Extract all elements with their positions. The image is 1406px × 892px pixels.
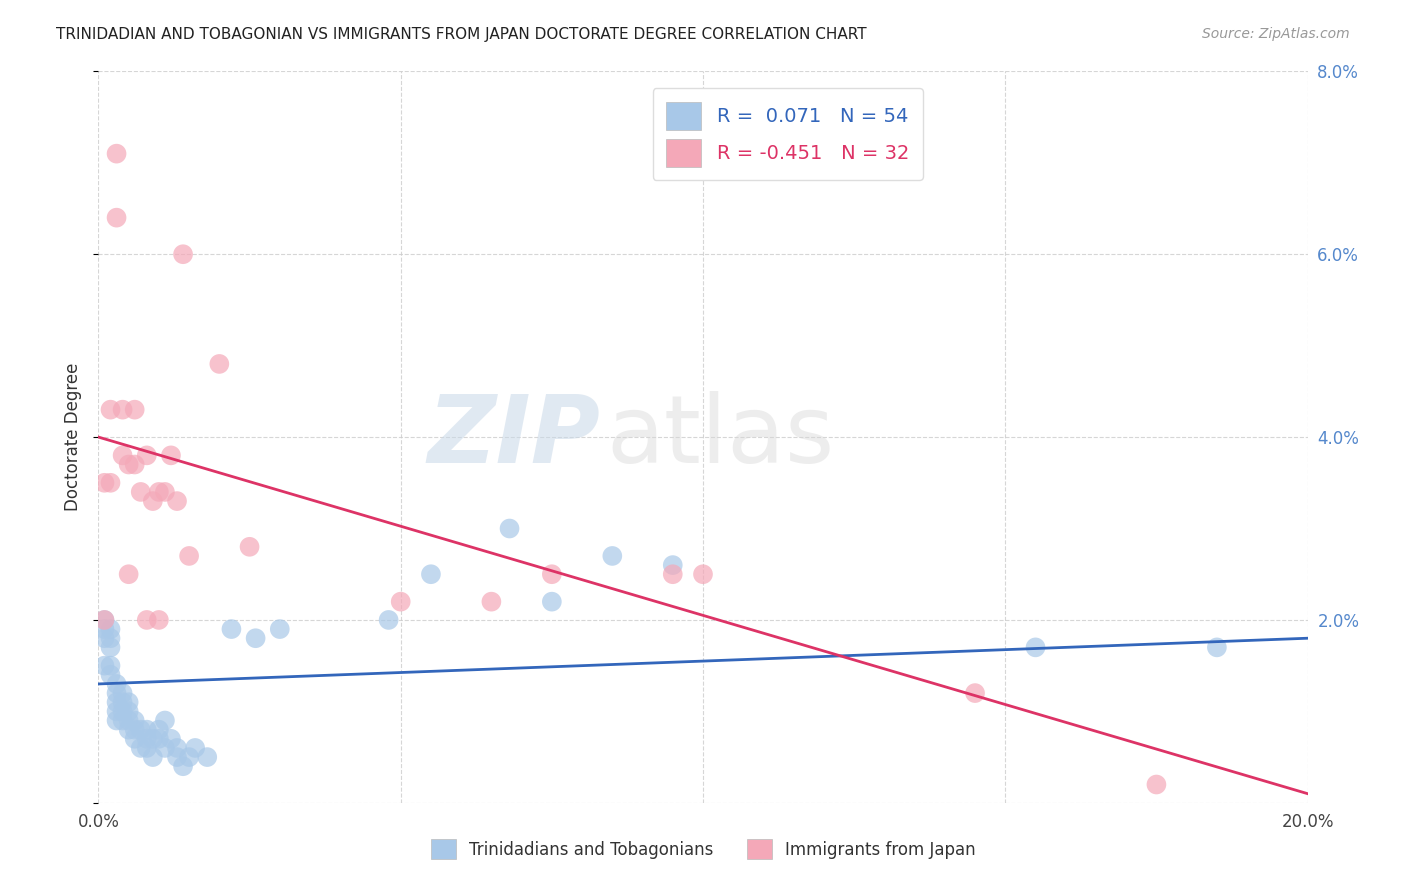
Point [100, 622, 122, 636]
Point [111, 449, 134, 463]
Point [160, 449, 183, 463]
Point [124, 714, 146, 728]
Point [166, 494, 188, 508]
Point [166, 750, 188, 764]
Point [148, 485, 170, 500]
Point [148, 723, 170, 737]
Point [661, 567, 683, 582]
Text: Source: ZipAtlas.com: Source: ZipAtlas.com [1202, 27, 1350, 41]
Point [661, 558, 683, 573]
Point [965, 686, 987, 700]
Text: ZIP: ZIP [427, 391, 600, 483]
Point [118, 714, 141, 728]
Point [105, 677, 128, 691]
Point [142, 494, 165, 508]
Point [105, 714, 128, 728]
Point [135, 740, 157, 755]
Point [135, 613, 157, 627]
Point [100, 632, 122, 646]
Point [93, 475, 115, 490]
Text: TRINIDADIAN AND TOBAGONIAN VS IMMIGRANTS FROM JAPAN DOCTORATE DEGREE CORRELATION: TRINIDADIAN AND TOBAGONIAN VS IMMIGRANTS… [56, 27, 868, 42]
Point [195, 750, 218, 764]
Point [239, 540, 262, 554]
Point [269, 622, 291, 636]
Point [135, 731, 157, 746]
Point [148, 613, 170, 627]
Point [93, 622, 115, 636]
Point [245, 632, 267, 646]
Point [93, 613, 115, 627]
Point [118, 458, 141, 472]
Point [208, 357, 231, 371]
Point [124, 458, 146, 472]
Point [111, 705, 134, 719]
Point [166, 740, 188, 755]
Point [420, 567, 443, 582]
Point [135, 449, 157, 463]
Point [602, 549, 624, 563]
Point [105, 705, 128, 719]
Point [184, 740, 207, 755]
Point [142, 750, 165, 764]
Point [105, 146, 128, 161]
Point [124, 731, 146, 746]
Legend: Trinidadians and Tobagonians, Immigrants from Japan: Trinidadians and Tobagonians, Immigrants… [422, 830, 984, 868]
Point [100, 658, 122, 673]
Point [221, 622, 243, 636]
Point [540, 567, 562, 582]
Point [124, 402, 146, 417]
Point [377, 613, 399, 627]
Point [389, 595, 412, 609]
Point [142, 731, 165, 746]
Point [160, 731, 183, 746]
Point [172, 247, 194, 261]
Point [118, 723, 141, 737]
Point [129, 485, 152, 500]
Point [498, 521, 520, 535]
Point [1206, 640, 1229, 655]
Point [1144, 778, 1167, 792]
Point [105, 211, 128, 225]
Point [118, 567, 141, 582]
Point [93, 613, 115, 627]
Point [153, 714, 176, 728]
Point [100, 640, 122, 655]
Point [93, 658, 115, 673]
Point [105, 686, 128, 700]
Text: atlas: atlas [606, 391, 835, 483]
Point [153, 740, 176, 755]
Point [153, 485, 176, 500]
Point [111, 686, 134, 700]
Point [135, 723, 157, 737]
Point [105, 695, 128, 709]
Point [111, 695, 134, 709]
Point [129, 740, 152, 755]
Point [179, 549, 201, 563]
Point [118, 695, 141, 709]
Point [100, 667, 122, 681]
Point [172, 759, 194, 773]
Point [481, 595, 503, 609]
Point [124, 723, 146, 737]
Point [111, 402, 134, 417]
Point [93, 632, 115, 646]
Point [118, 705, 141, 719]
Point [111, 714, 134, 728]
Point [179, 750, 201, 764]
Point [692, 567, 714, 582]
Point [129, 723, 152, 737]
Point [1024, 640, 1046, 655]
Point [100, 402, 122, 417]
Point [100, 475, 122, 490]
Y-axis label: Doctorate Degree: Doctorate Degree [65, 363, 83, 511]
Point [540, 595, 562, 609]
Point [148, 731, 170, 746]
